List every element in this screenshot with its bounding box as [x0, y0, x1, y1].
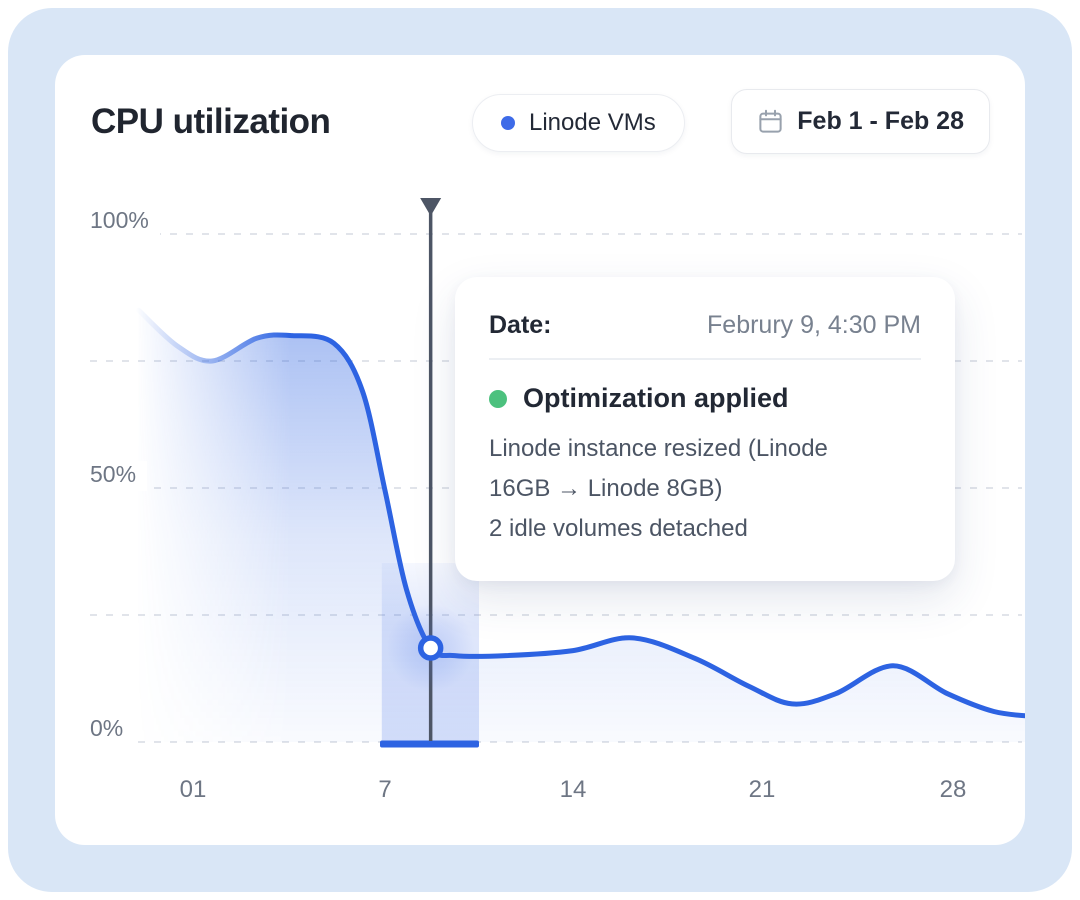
tooltip-detail-line: Linode instance resized (Linode: [489, 435, 828, 462]
legend-dot-icon: [501, 116, 515, 130]
calendar-icon: [759, 109, 782, 133]
x-axis-tick-label: 14: [559, 776, 587, 803]
tooltip-detail-line: 2 idle volumes detached: [489, 515, 748, 542]
page-title: CPU utilization: [91, 102, 331, 141]
x-axis-tick-label: 28: [939, 776, 967, 803]
tooltip-detail-line: 16GB → Linode 8GB): [489, 475, 723, 502]
y-axis-tick-label: 100%: [90, 207, 160, 237]
x-axis-tick-label: 21: [748, 776, 776, 803]
tooltip-date-row: Date: Februry 9, 4:30 PM: [489, 311, 921, 340]
tooltip-details: Linode instance resized (Linode 16GB → Li…: [489, 429, 921, 549]
y-axis-tick-label: 0%: [90, 715, 135, 745]
area-fill: [138, 310, 1025, 742]
date-range-selector[interactable]: Feb 1 - Feb 28: [731, 89, 990, 154]
event-status-dot-icon: [489, 389, 507, 408]
marker-arrow-icon: [420, 198, 442, 216]
x-axis-tick-label: 7: [378, 776, 392, 803]
legend-label: Linode VMs: [529, 109, 656, 136]
tooltip-event-label: Optimization applied: [523, 383, 789, 413]
x-axis-tick-label: 01: [179, 776, 207, 803]
marker-point[interactable]: [417, 635, 444, 661]
legend-pill-linode-vms[interactable]: Linode VMs: [472, 94, 685, 152]
date-range-label: Feb 1 - Feb 28: [797, 107, 964, 135]
event-tooltip: Date: Februry 9, 4:30 PM Optimization ap…: [455, 277, 955, 581]
tooltip-divider: [489, 358, 921, 360]
band-base-bar: [380, 740, 479, 748]
tooltip-event-row: Optimization applied: [489, 383, 921, 414]
tooltip-date-value: Februry 9, 4:30 PM: [707, 311, 921, 339]
tooltip-date-label: Date:: [489, 311, 552, 339]
y-axis-tick-label: 50%: [90, 461, 148, 491]
